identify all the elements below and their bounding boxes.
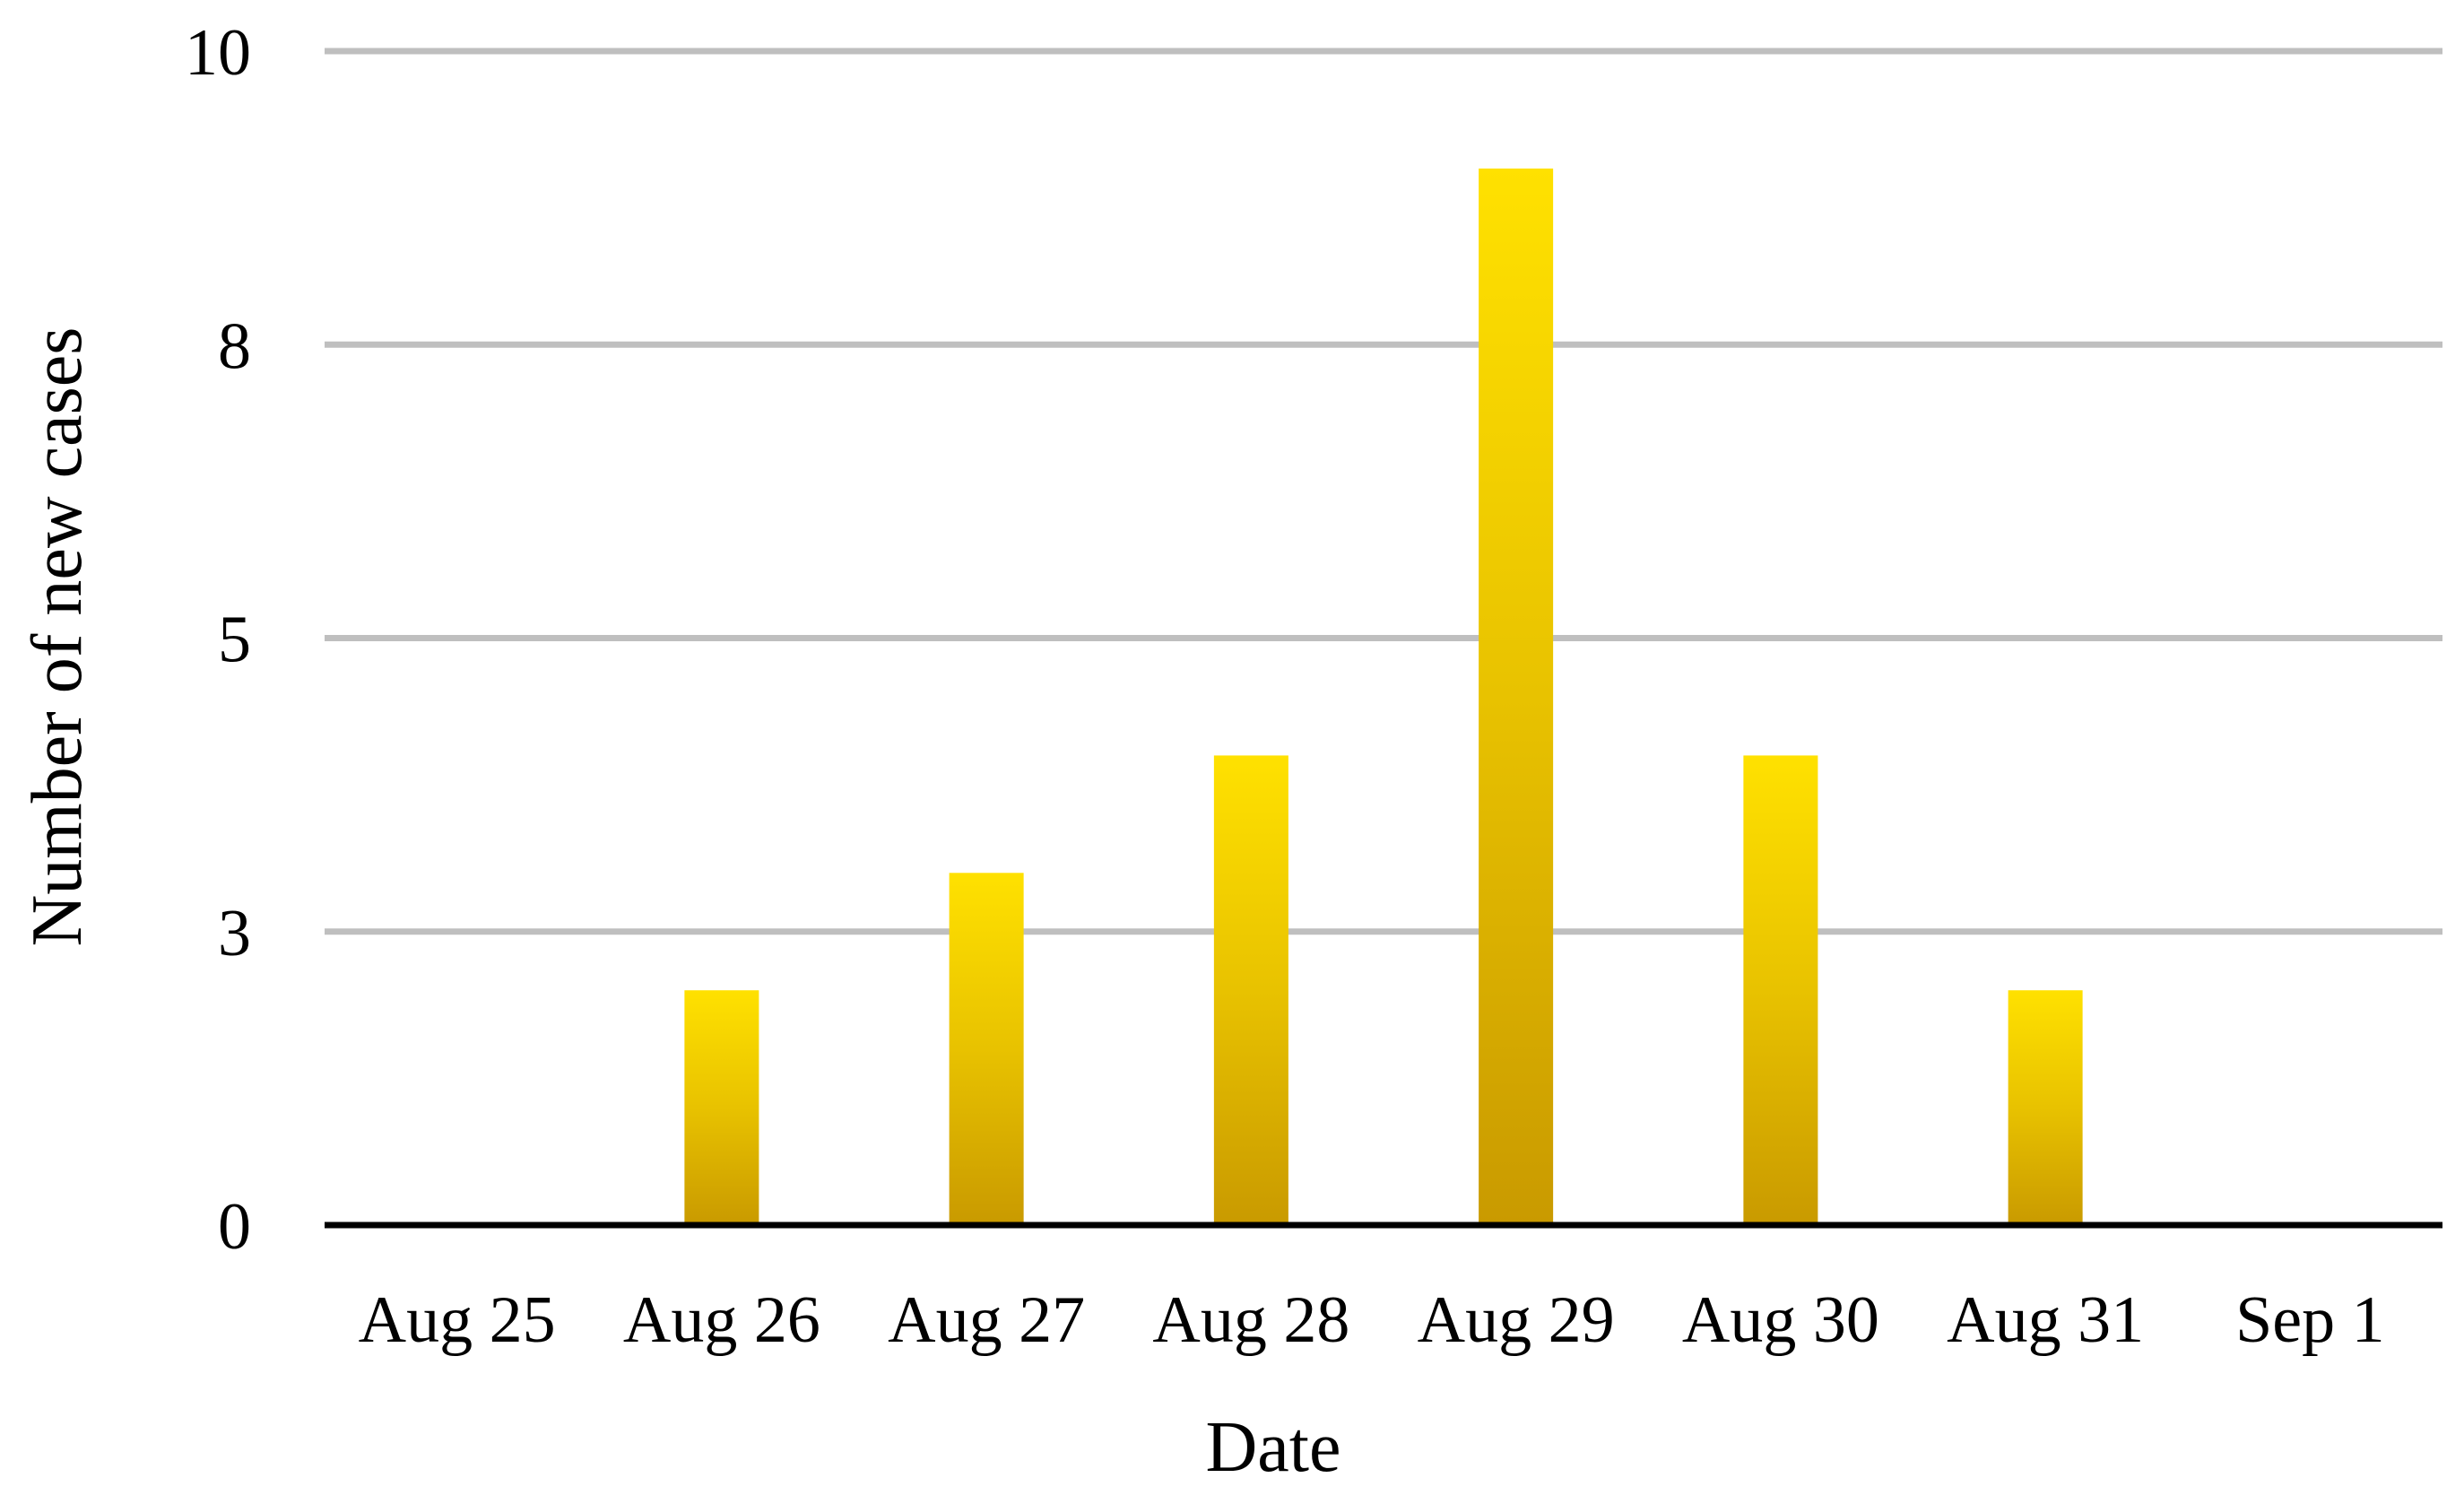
bar-aug-30: [1743, 755, 1818, 1225]
bar-aug-31: [2008, 990, 2083, 1225]
x-tick-label: Aug 31: [1947, 1283, 2144, 1357]
y-axis-title: Number of new cases: [18, 327, 97, 947]
label-layer: 0 3 5 8 10 Aug 25 Aug 26 Aug 27 Aug 28 Aug 29 Aug …: [185, 16, 2385, 1357]
x-tick-label: Aug 26: [623, 1283, 820, 1357]
x-axis-title: Date: [1205, 1408, 1340, 1487]
y-tick-label: 8: [218, 309, 251, 383]
bar-aug-27: [949, 873, 1024, 1225]
y-tick-label: 10: [185, 16, 251, 90]
y-tick-label: 0: [218, 1190, 251, 1264]
bar-layer: [684, 168, 2083, 1225]
x-tick-label: Aug 30: [1682, 1283, 1879, 1357]
x-tick-label: Sep 1: [2235, 1283, 2385, 1357]
grid-layer: [325, 48, 2442, 935]
x-tick-label: Aug 25: [359, 1283, 556, 1357]
bar-aug-29: [1479, 168, 1554, 1225]
bar-aug-26: [684, 990, 759, 1225]
y-tick-label: 3: [218, 897, 251, 970]
x-tick-label: Aug 28: [1152, 1283, 1349, 1357]
y-tick-label: 5: [218, 604, 251, 677]
bar-aug-28: [1213, 755, 1288, 1225]
x-tick-label: Aug 27: [888, 1283, 1085, 1357]
x-tick-label: Aug 29: [1418, 1283, 1615, 1357]
